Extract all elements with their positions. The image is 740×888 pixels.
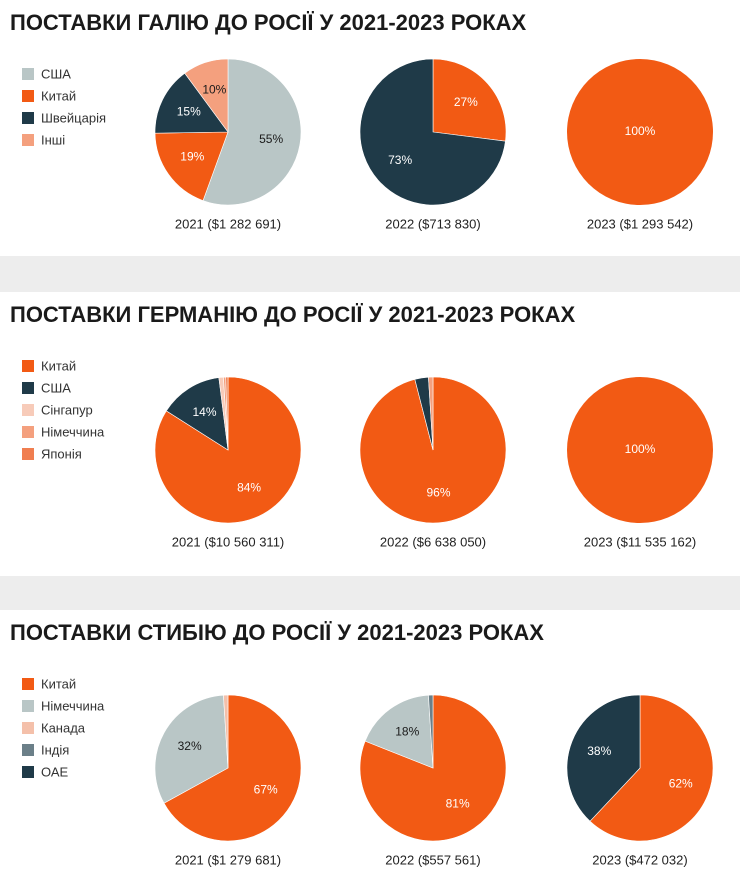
pie-caption: 2022 ($6 638 050)	[380, 534, 486, 549]
pie-slice	[567, 377, 713, 523]
pie: 67% 32% 2021 ($1 279 681)	[154, 694, 302, 867]
pie-caption: 2023 ($1 293 542)	[587, 216, 693, 231]
legend-label: Китай	[41, 358, 76, 373]
pie-slice	[165, 377, 229, 451]
data-label: 100%	[625, 124, 656, 138]
legend-label: Швейцарія	[41, 110, 106, 125]
legend-swatch	[22, 360, 34, 372]
pie: 27% 73% 2022 ($713 830)	[359, 58, 507, 231]
legend-label: США	[41, 380, 71, 395]
pie-slice	[589, 694, 714, 842]
legend-swatch	[22, 722, 34, 734]
pie-slice	[202, 58, 302, 206]
data-label: 96%	[426, 486, 450, 500]
pie-slice	[184, 58, 229, 133]
chart-title: ПОСТАВКИ ГЕРМАНІЮ ДО РОСІЇ У 2021-2023 Р…	[10, 302, 575, 327]
pie-caption: 2022 ($713 830)	[385, 216, 480, 231]
data-label: 14%	[193, 405, 217, 419]
pie-slice	[432, 58, 507, 142]
pie: 81% 18% 2022 ($557 561)	[359, 694, 507, 867]
data-label: 19%	[180, 150, 204, 164]
pie-slice	[566, 694, 641, 822]
pie-slice	[364, 694, 434, 769]
legend-label: Китай	[41, 676, 76, 691]
legend-label: Німеччина	[41, 698, 105, 713]
pie-slice	[223, 694, 229, 769]
legend-label: Канада	[41, 720, 86, 735]
pie-caption: 2023 ($472 032)	[592, 852, 687, 867]
legend-swatch	[22, 448, 34, 460]
legend-label: Сінгапур	[41, 402, 93, 417]
chart-panel: ПОСТАВКИ ГАЛІЮ ДО РОСІЇ У 2021-2023 РОКА…	[0, 0, 740, 256]
pie: 84% 14% 2021 ($10 560 311)	[154, 376, 302, 549]
data-label: 100%	[625, 442, 656, 456]
legend-swatch	[22, 90, 34, 102]
data-label: 55%	[259, 132, 283, 146]
pie: 96% 2022 ($6 638 050)	[359, 376, 507, 549]
data-label: 62%	[669, 776, 693, 790]
pie-slice	[154, 131, 229, 201]
data-label: 84%	[237, 481, 261, 495]
data-label: 32%	[178, 739, 202, 753]
data-label: 81%	[446, 796, 470, 810]
pie-slice	[567, 59, 713, 205]
data-label: 10%	[202, 83, 226, 97]
chart-title: ПОСТАВКИ СТИБІЮ ДО РОСІЇ У 2021-2023 РОК…	[10, 620, 544, 645]
data-label: 38%	[587, 744, 611, 758]
legend-swatch	[22, 700, 34, 712]
legend-swatch	[22, 404, 34, 416]
pie-slice	[428, 376, 434, 451]
legend-label: США	[41, 66, 71, 81]
legend-swatch	[22, 678, 34, 690]
pie-caption: 2023 ($11 535 162)	[584, 534, 697, 549]
legend-label: Німеччина	[41, 424, 105, 439]
chart-panel: ПОСТАВКИ ГЕРМАНІЮ ДО РОСІЇ У 2021-2023 Р…	[0, 292, 740, 576]
legend-label: Індія	[41, 742, 69, 757]
data-label: 18%	[395, 725, 419, 739]
pie-slice	[154, 72, 229, 134]
legend-swatch	[22, 426, 34, 438]
legend-swatch	[22, 744, 34, 756]
legend-swatch	[22, 766, 34, 778]
data-label: 67%	[254, 782, 278, 796]
pie-caption: 2021 ($1 282 691)	[175, 216, 281, 231]
pie-caption: 2021 ($10 560 311)	[172, 534, 285, 549]
data-label: 27%	[454, 95, 478, 109]
pie-slice	[359, 58, 506, 206]
pie-slice	[359, 694, 507, 842]
pie: 100% 2023 ($11 535 162)	[567, 377, 713, 549]
chart-title: ПОСТАВКИ ГАЛІЮ ДО РОСІЇ У 2021-2023 РОКА…	[10, 10, 527, 35]
legend-label: ОАЕ	[41, 764, 68, 779]
pie-slice	[163, 694, 302, 842]
legend-swatch	[22, 68, 34, 80]
pie-caption: 2022 ($557 561)	[385, 852, 480, 867]
data-label: 73%	[388, 153, 412, 167]
legend-label: Інші	[41, 132, 65, 147]
legend-label: Японія	[41, 446, 82, 461]
chart-panel: ПОСТАВКИ СТИБІЮ ДО РОСІЇ У 2021-2023 РОК…	[0, 610, 740, 888]
pie: 100% 2023 ($1 293 542)	[567, 59, 713, 231]
pie-slice	[225, 376, 229, 451]
legend-label: Китай	[41, 88, 76, 103]
pie-slice	[428, 694, 434, 769]
data-label: 15%	[177, 105, 201, 119]
legend-swatch	[22, 134, 34, 146]
pie-slice	[154, 694, 229, 804]
pie: 62% 38% 2023 ($472 032)	[566, 694, 714, 867]
pie: 55% 19% 15%10% 2021 ($1 282 691)	[154, 58, 302, 231]
pie-caption: 2021 ($1 279 681)	[175, 852, 281, 867]
legend-swatch	[22, 382, 34, 394]
legend-swatch	[22, 112, 34, 124]
